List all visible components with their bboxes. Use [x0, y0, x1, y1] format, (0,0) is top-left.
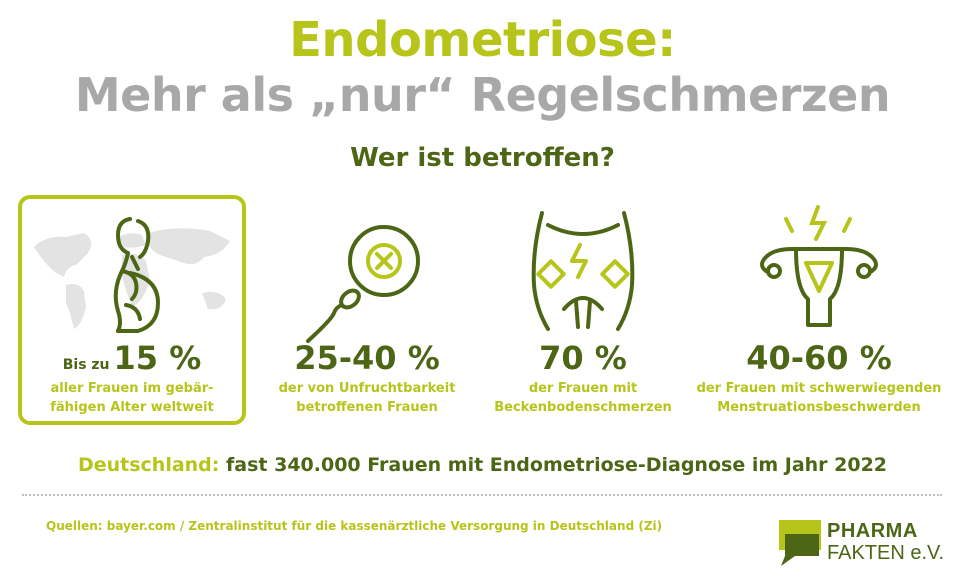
logo-mark-icon [779, 520, 821, 566]
stat-value-pelvic: 70 % [488, 339, 678, 377]
sperm-egg-blocked-icon [306, 225, 420, 343]
stat-card-infertility: 25-40 % der von Unfruchtbarkeit betroffe… [262, 195, 472, 425]
desc-line: Beckenbodenschmerzen [494, 400, 672, 415]
stat-value-infertility: 25-40 % [262, 339, 472, 377]
logo-line2: FAKTEN e.V. [827, 542, 945, 564]
page-subtitle: Mehr als „nur“ Regelschmerzen [74, 68, 891, 122]
pharma-fakten-logo: PHARMA FAKTEN e.V. [777, 516, 957, 572]
page-title: Endometriose: [289, 12, 676, 68]
stat-card-worldwide: Bis zu 15 % aller Frauen im gebär- fähige… [18, 195, 246, 425]
desc-line: Menstruationsbeschwerden [717, 400, 921, 415]
stat-prefix: Bis zu [62, 357, 110, 373]
stat-desc-menstrual: der Frauen mit schwerwiegenden Menstruat… [688, 379, 950, 417]
stat-desc-pelvic: der Frauen mit Beckenbodenschmerzen [488, 379, 678, 417]
dotted-divider [22, 494, 942, 496]
section-question: Wer ist betroffen? [350, 143, 615, 173]
desc-line: aller Frauen im gebär- [50, 381, 214, 396]
desc-line: fähigen Alter weltweit [50, 400, 214, 415]
desc-line: der Frauen mit [528, 381, 638, 396]
desc-line: betroffenen Frauen [296, 400, 438, 415]
stat-value-menstrual: 40-60 % [688, 339, 950, 377]
stat-number: 15 % [113, 339, 202, 377]
stat-desc-infertility: der von Unfruchtbarkeit betroffenen Frau… [262, 379, 472, 417]
germany-text: fast 340.000 Frauen mit Endometriose-Dia… [226, 454, 888, 476]
stat-desc-worldwide: aller Frauen im gebär- fähigen Alter wel… [22, 379, 242, 417]
sources-text: Quellen: bayer.com / Zentralinstitut für… [46, 519, 663, 533]
stat-card-pelvic: 70 % der Frauen mit Beckenbodenschmerzen [488, 195, 678, 425]
germany-statistic: Deutschland: fast 340.000 Frauen mit End… [0, 454, 965, 476]
pregnant-woman-world-map-icon [34, 217, 230, 333]
stat-number: 25-40 % [294, 339, 440, 377]
stat-number: 40-60 % [746, 339, 892, 377]
germany-label: Deutschland: [77, 454, 220, 476]
logo-line1: PHARMA [827, 520, 918, 542]
desc-line: der von Unfruchtbarkeit [278, 381, 456, 396]
desc-line: der Frauen mit schwerwiegenden [696, 381, 942, 396]
pelvis-pain-icon [531, 211, 635, 331]
stat-value-worldwide: Bis zu 15 % [22, 339, 242, 377]
uterus-pain-icon [760, 205, 878, 327]
stat-card-menstrual: 40-60 % der Frauen mit schwerwiegenden M… [688, 195, 950, 425]
stat-number: 70 % [539, 339, 627, 377]
